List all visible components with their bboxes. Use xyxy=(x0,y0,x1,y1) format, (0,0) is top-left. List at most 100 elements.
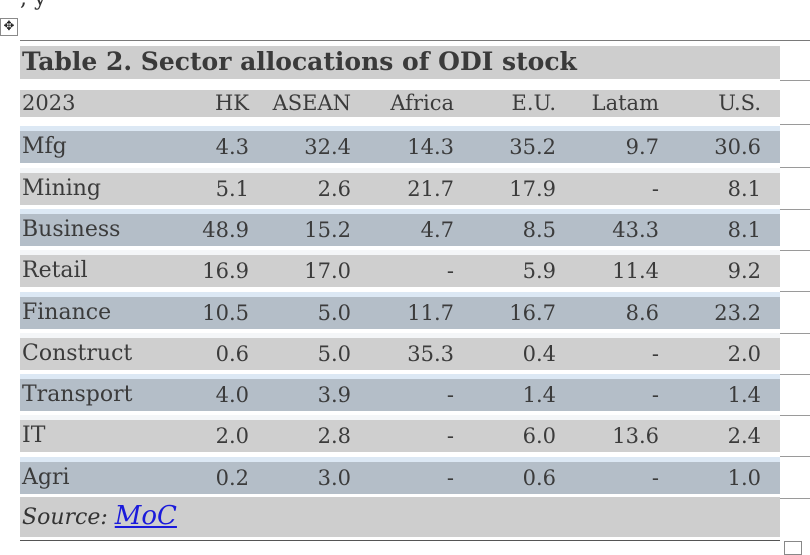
sector-label: Construct xyxy=(22,341,133,366)
header-eu: E.U. xyxy=(511,91,556,115)
previous-text-fragment: , y xyxy=(20,0,46,11)
table-cell: 17.0 xyxy=(304,259,351,283)
table-cell: 8.6 xyxy=(625,301,659,325)
table-cell: 17.9 xyxy=(509,177,556,201)
table-cell: 8.5 xyxy=(522,218,556,242)
row-border xyxy=(780,333,810,334)
table-cell: 1.4 xyxy=(522,383,556,407)
table-cell: 11.4 xyxy=(612,259,659,283)
table-row: IT 2.0 2.8 - 6.0 13.6 2.4 xyxy=(20,420,780,452)
table-cell: - xyxy=(446,383,454,407)
table-cell: 0.2 xyxy=(215,466,249,490)
table-cell: - xyxy=(651,177,659,201)
sector-label: Mining xyxy=(22,176,102,201)
row-border xyxy=(780,498,810,499)
header-us: U.S. xyxy=(718,91,761,115)
table-cell: 30.6 xyxy=(714,135,761,159)
table-cell: 14.3 xyxy=(407,135,454,159)
table-cell: 6.0 xyxy=(522,424,556,448)
table-row: Finance 10.5 5.0 11.7 16.7 8.6 23.2 xyxy=(20,297,780,329)
header-hk: HK xyxy=(214,91,249,115)
row-stripe xyxy=(20,209,780,214)
row-stripe xyxy=(20,333,780,338)
table-cell: 3.9 xyxy=(317,383,351,407)
resize-icon[interactable] xyxy=(784,541,802,555)
table-cell: 8.1 xyxy=(727,177,761,201)
table-row: Transport 4.0 3.9 - 1.4 - 1.4 xyxy=(20,379,780,411)
table-top-rule xyxy=(20,40,810,41)
table-cell: 10.5 xyxy=(202,301,249,325)
table-row: Mining 5.1 2.6 21.7 17.9 - 8.1 xyxy=(20,173,780,205)
table-cell: 4.3 xyxy=(215,135,249,159)
table-title-row: Table 2. Sector allocations of ODI stock xyxy=(20,46,780,79)
table-row: Business 48.9 15.2 4.7 8.5 43.3 8.1 xyxy=(20,214,780,246)
row-stripe xyxy=(20,250,780,255)
table-cell: - xyxy=(446,466,454,490)
table-cell: 9.2 xyxy=(727,259,761,283)
source-link[interactable]: MoC xyxy=(114,501,177,531)
sector-label: Agri xyxy=(22,465,70,490)
table-cell: 15.2 xyxy=(304,218,351,242)
sector-label: Business xyxy=(22,217,121,242)
table-cell: 35.2 xyxy=(509,135,556,159)
sector-label: IT xyxy=(22,423,46,448)
table-cell: 2.0 xyxy=(727,342,761,366)
table-cell: 16.9 xyxy=(202,259,249,283)
header-latam: Latam xyxy=(591,91,659,115)
table-cell: 5.0 xyxy=(317,342,351,366)
row-stripe xyxy=(20,457,780,462)
table-cell: 13.6 xyxy=(612,424,659,448)
table-cell: 4.0 xyxy=(215,383,249,407)
table-cell: - xyxy=(651,383,659,407)
table-cell: 0.4 xyxy=(522,342,556,366)
sector-label: Finance xyxy=(22,300,112,325)
sector-label: Retail xyxy=(22,258,88,283)
row-border xyxy=(780,124,810,125)
table-row: Mfg 4.3 32.4 14.3 35.2 9.7 30.6 xyxy=(20,131,780,163)
row-border xyxy=(780,415,810,416)
table-title: Table 2. Sector allocations of ODI stock xyxy=(22,47,577,76)
table-cell: 21.7 xyxy=(407,177,454,201)
table-cell: 16.7 xyxy=(509,301,556,325)
table-cell: 32.4 xyxy=(304,135,351,159)
table-cell: - xyxy=(446,259,454,283)
table-cell: 5.1 xyxy=(215,177,249,201)
table-cell: - xyxy=(446,424,454,448)
row-border xyxy=(780,291,810,292)
table-cell: 1.4 xyxy=(727,383,761,407)
table-cell: 35.3 xyxy=(407,342,454,366)
header-year: 2023 xyxy=(22,91,76,115)
table-cell: 2.0 xyxy=(215,424,249,448)
row-stripe xyxy=(20,415,780,420)
table-cell: 2.6 xyxy=(317,177,351,201)
table-move-handle[interactable]: ✥ xyxy=(0,18,18,36)
row-border xyxy=(780,80,810,81)
sector-label: Mfg xyxy=(22,134,67,159)
table-cell: 0.6 xyxy=(215,342,249,366)
table-cell: - xyxy=(651,342,659,366)
row-stripe xyxy=(20,292,780,297)
move-icon: ✥ xyxy=(3,19,15,34)
header-asean: ASEAN xyxy=(272,91,351,115)
row-stripe xyxy=(20,168,780,173)
row-stripe xyxy=(20,126,780,131)
table-cell: 23.2 xyxy=(714,301,761,325)
table-cell: 2.8 xyxy=(317,424,351,448)
sector-label: Transport xyxy=(22,382,133,407)
table-cell: 0.6 xyxy=(522,466,556,490)
table-bottom-rule xyxy=(20,540,780,541)
row-border xyxy=(780,250,810,251)
table-row: Retail 16.9 17.0 - 5.9 11.4 9.2 xyxy=(20,255,780,287)
table-cell: 8.1 xyxy=(727,218,761,242)
table-cell: 2.4 xyxy=(727,424,761,448)
table-cell: 1.0 xyxy=(727,466,761,490)
table-cell: 4.7 xyxy=(420,218,454,242)
table-cell: 5.0 xyxy=(317,301,351,325)
table-source-row: Source: MoC xyxy=(20,497,780,537)
table-cell: 9.7 xyxy=(625,135,659,159)
table-cell: 48.9 xyxy=(202,218,249,242)
row-border xyxy=(780,167,810,168)
table-row: Agri 0.2 3.0 - 0.6 - 1.0 xyxy=(20,462,780,494)
source-note: Source: MoC xyxy=(22,501,177,531)
table-cell: 3.0 xyxy=(317,466,351,490)
